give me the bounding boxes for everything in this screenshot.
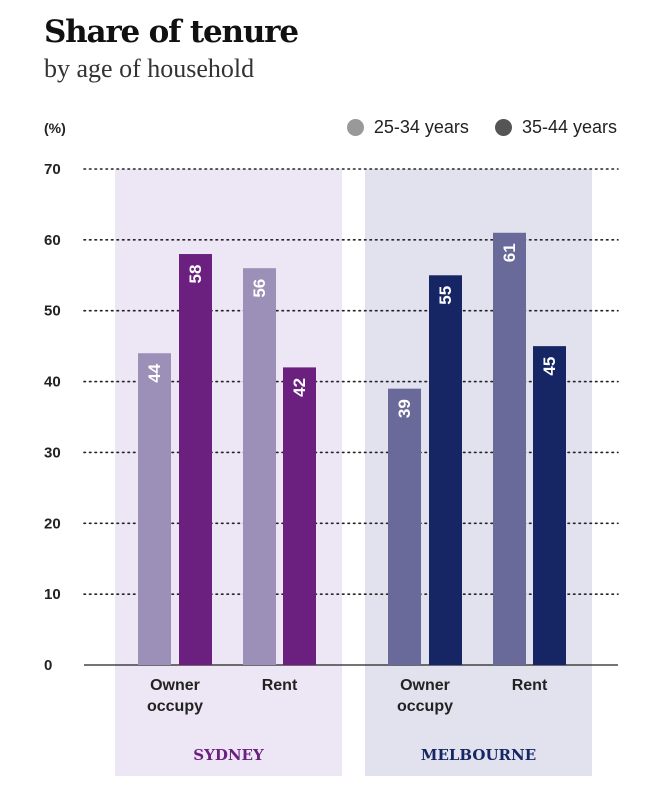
category-label-melbourne-1-0: Rent: [512, 677, 548, 694]
legend-swatch-35-44: [494, 119, 512, 136]
category-label-melbourne-0-0: Owner: [400, 677, 450, 694]
bar-value-label-melbourne-0-1: 55: [436, 286, 455, 305]
bar-value-label-sydney-0-1: 58: [186, 265, 205, 284]
legend: 25-34 years 35-44 years: [321, 117, 617, 138]
panel-label-sydney: SYDNEY: [193, 746, 264, 764]
y-tick-label-40: 40: [44, 374, 61, 391]
y-tick-label-10: 10: [44, 586, 61, 603]
legend-item-25-34: 25-34 years: [346, 117, 469, 138]
bar-sydney-0-1: [179, 254, 212, 665]
bar-value-label-sydney-0-0: 44: [145, 363, 164, 382]
bar-melbourne-0-0: [388, 388, 421, 665]
category-label-melbourne-0-1: occupy: [397, 698, 453, 715]
y-tick-label-0: 0: [44, 657, 52, 674]
legend-swatch-25-34: [346, 119, 364, 136]
y-axis-unit-label: (%): [44, 120, 66, 136]
y-tick-label-60: 60: [44, 232, 61, 249]
bar-sydney-0-0: [138, 353, 171, 665]
y-tick-label-30: 30: [44, 444, 61, 461]
legend-label-25-34: 25-34 years: [373, 117, 469, 137]
chart-subtitle: by age of household: [44, 54, 255, 83]
bar-melbourne-1-1: [533, 346, 566, 665]
category-label-sydney-0-1: occupy: [147, 698, 203, 715]
y-tick-label-50: 50: [44, 303, 61, 320]
bar-value-label-melbourne-1-1: 45: [540, 357, 559, 376]
legend-label-35-44: 35-44 years: [521, 117, 617, 137]
y-tick-label-70: 70: [44, 161, 61, 178]
bar-value-label-sydney-1-0: 56: [250, 279, 269, 298]
legend-item-35-44: 35-44 years: [494, 117, 617, 138]
bar-value-label-melbourne-1-0: 61: [500, 243, 519, 262]
category-label-sydney-1-0: Rent: [262, 677, 298, 694]
panel-label-melbourne: MELBOURNE: [421, 746, 536, 764]
bar-sydney-1-1: [283, 367, 316, 665]
category-label-sydney-0-0: Owner: [150, 677, 200, 694]
bar-melbourne-1-0: [493, 232, 526, 665]
bar-sydney-1-0: [243, 268, 276, 665]
chart-title: Share of tenure: [44, 14, 299, 50]
bar-melbourne-0-1: [429, 275, 462, 665]
y-tick-label-20: 20: [44, 515, 61, 532]
bar-value-label-sydney-1-1: 42: [290, 378, 309, 397]
bar-value-label-melbourne-0-0: 39: [395, 399, 414, 418]
